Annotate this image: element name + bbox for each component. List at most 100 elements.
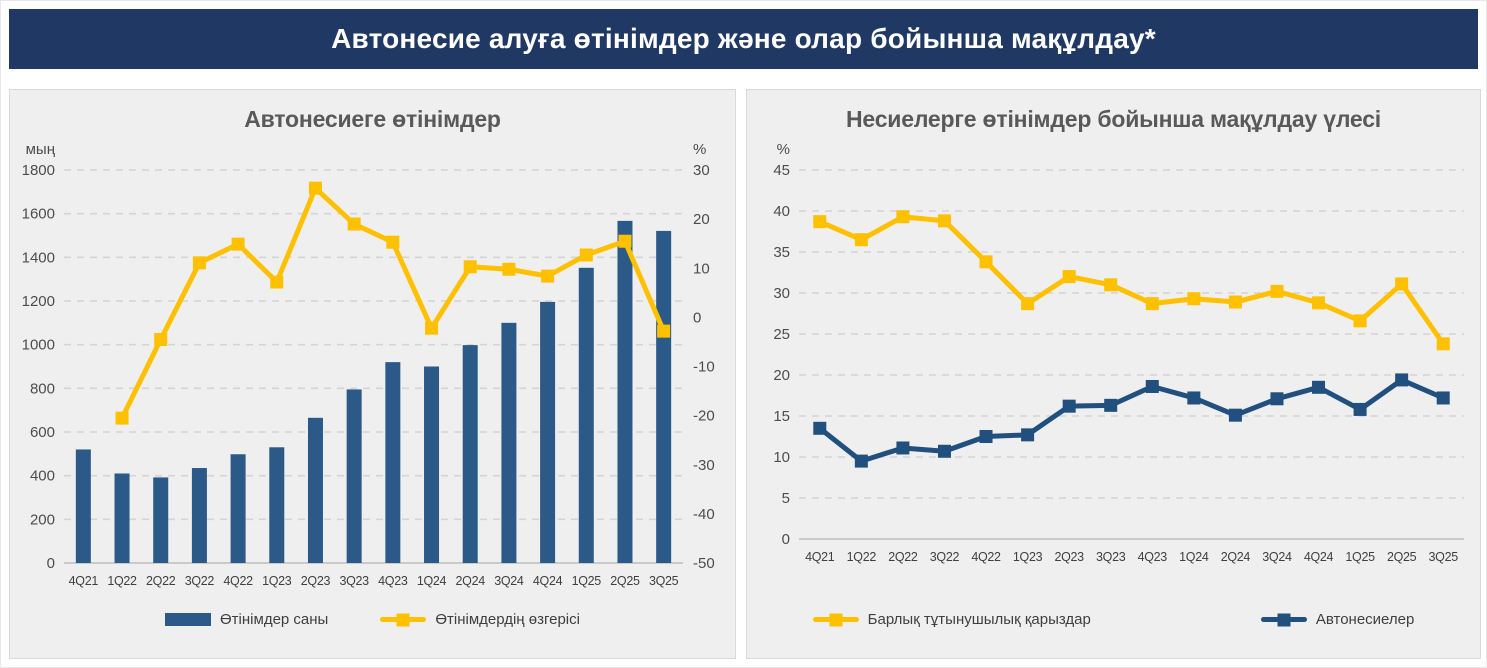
x-axis-tick-label: 2Q22 bbox=[888, 550, 918, 564]
line-marker bbox=[502, 262, 516, 276]
line-marker bbox=[937, 214, 951, 228]
panels-row: Автонесиеге өтінімдер 0 200 400 600 800 1000 1… bbox=[9, 89, 1481, 659]
x-axis-tick-label: 1Q24 bbox=[1179, 550, 1209, 564]
x-axis-tick-label: 1Q25 bbox=[1345, 550, 1375, 564]
y-axis-tick-label: 400 bbox=[30, 468, 55, 485]
legend-item-auto-loans: Автонесиелер bbox=[1260, 611, 1415, 628]
x-axis-tick-label: 2Q22 bbox=[146, 574, 176, 588]
square-marker-icon bbox=[1277, 613, 1291, 626]
right-axis-tick-label: 30 bbox=[693, 162, 710, 179]
x-axis-tick-label: 4Q21 bbox=[805, 550, 835, 564]
right-axis-tick-label: 10 bbox=[693, 260, 710, 277]
bar bbox=[656, 230, 672, 563]
legend-label-applications-change: Өтінімдердің өзгерісі bbox=[435, 611, 580, 628]
bar-swatch bbox=[165, 613, 212, 626]
x-axis-tick-label: 4Q23 bbox=[378, 574, 408, 588]
x-axis-tick-label: 1Q23 bbox=[262, 574, 292, 588]
x-axis-tick-label: 1Q24 bbox=[417, 574, 447, 588]
bar bbox=[153, 477, 169, 563]
line-marker bbox=[115, 411, 129, 425]
y-axis-tick-label: 5 bbox=[782, 490, 790, 507]
banner: Автонесие алуға өтінімдер және олар бойы… bbox=[9, 9, 1478, 69]
right-axis-tick-label: -10 bbox=[693, 359, 715, 376]
bar bbox=[346, 389, 362, 563]
y-axis-tick-label: 0 bbox=[47, 555, 55, 572]
bar bbox=[385, 362, 401, 563]
x-axis-tick-label: 3Q24 bbox=[1262, 550, 1292, 564]
line-marker bbox=[1187, 391, 1201, 405]
x-axis-tick-label: 2Q25 bbox=[610, 574, 640, 588]
panel-applications: Автонесиеге өтінімдер 0 200 400 600 800 1000 1… bbox=[9, 89, 736, 659]
line-marker bbox=[386, 235, 400, 249]
y-axis-tick-label: 10 bbox=[773, 449, 790, 466]
legend-label-auto-loans: Автонесиелер bbox=[1315, 611, 1415, 628]
y-axis-tick-label: 20 bbox=[773, 367, 790, 384]
line-marker bbox=[1312, 296, 1326, 310]
panel-approval-share: Несиелерге өтінімдер бойынша мақұлдау үл… bbox=[746, 89, 1481, 659]
line-marker bbox=[1187, 292, 1201, 306]
line-marker bbox=[1145, 297, 1159, 311]
x-axis-tick-label: 1Q23 bbox=[1013, 550, 1043, 564]
line-marker bbox=[192, 256, 206, 270]
approval-line-chart: 0 5 10 15 20 25 30 35 40 45% 4Q21 1Q22 2Q22 3Q22 4Q22 1… bbox=[773, 141, 1464, 564]
y-axis-tick-label: 35 bbox=[773, 244, 790, 261]
legend-label-consumer-loans: Барлық тұтынушылық қарыздар bbox=[867, 611, 1091, 628]
line-marker bbox=[657, 324, 671, 338]
line-marker bbox=[1062, 270, 1076, 284]
legend-label-applications-count: Өтінімдер саны bbox=[220, 611, 329, 628]
approval-chart-title: Несиелерге өтінімдер бойынша мақұлдау үл… bbox=[846, 106, 1381, 132]
y-axis-tick-label: 45 bbox=[773, 162, 790, 179]
line-marker bbox=[813, 421, 827, 435]
line-marker bbox=[1270, 284, 1284, 298]
square-marker-icon bbox=[396, 613, 410, 626]
x-axis-tick-label: 2Q24 bbox=[1221, 550, 1251, 564]
y-axis-tick-label: 600 bbox=[30, 424, 55, 441]
square-marker-icon bbox=[829, 613, 843, 626]
x-axis-tick-label: 4Q23 bbox=[1138, 550, 1168, 564]
line-marker bbox=[854, 233, 868, 247]
y-axis-tick-label: 25 bbox=[773, 326, 790, 343]
x-axis-tick-label: 2Q23 bbox=[301, 574, 331, 588]
y-axis-tick-label: 800 bbox=[30, 380, 55, 397]
right-axis-tick-label: -40 bbox=[693, 506, 715, 523]
line-swatch bbox=[812, 613, 859, 626]
line-marker bbox=[1145, 379, 1159, 393]
y-axis-tick-label: 1200 bbox=[22, 293, 55, 310]
x-axis-tick-label: 3Q22 bbox=[930, 550, 960, 564]
line-marker bbox=[979, 430, 993, 443]
bar bbox=[269, 447, 285, 563]
bar bbox=[578, 267, 594, 563]
line-marker bbox=[979, 255, 993, 269]
bar bbox=[114, 473, 130, 563]
bar bbox=[307, 417, 323, 563]
line-marker bbox=[154, 332, 168, 346]
line-marker bbox=[813, 215, 827, 229]
line-marker bbox=[1062, 399, 1076, 413]
banner-title: Автонесие алуға өтінімдер және олар бойы… bbox=[331, 23, 1156, 54]
legend-item-consumer-loans: Барлық тұтынушылық қарыздар bbox=[812, 611, 1091, 628]
applications-bar-line-chart: 020040060080010001200140016001800мың-50-… bbox=[22, 141, 715, 588]
x-axis-tick-label: 3Q23 bbox=[339, 574, 369, 588]
x-axis-tick-label: 1Q22 bbox=[847, 550, 877, 564]
line-marker bbox=[231, 237, 245, 251]
line-marker bbox=[1436, 391, 1450, 405]
x-axis-tick-label: 4Q24 bbox=[533, 574, 563, 588]
line-marker bbox=[618, 234, 632, 248]
line-swatch bbox=[1260, 613, 1307, 626]
line-marker bbox=[896, 441, 910, 455]
line-marker bbox=[1228, 408, 1242, 422]
right-axis-tick-label: -50 bbox=[693, 555, 715, 572]
y-axis-tick-label: 1400 bbox=[22, 249, 55, 266]
y-axis-tick-label: 15 bbox=[773, 408, 790, 425]
x-axis-tick-label: 2Q25 bbox=[1387, 550, 1417, 564]
applications-chart-title: Автонесиеге өтінімдер bbox=[244, 106, 501, 132]
left-axis-unit-label: мың bbox=[26, 141, 56, 158]
right-axis-unit-label: % bbox=[693, 141, 706, 158]
legend-item-applications-count: Өтінімдер саны bbox=[165, 611, 328, 628]
approval-legend: Барлық тұтынушылық қарыздар Автонесиелер bbox=[812, 611, 1415, 628]
bar bbox=[540, 301, 556, 563]
line-marker bbox=[1104, 398, 1118, 412]
line-marker bbox=[1104, 278, 1118, 292]
x-axis-tick-label: 4Q24 bbox=[1304, 550, 1334, 564]
